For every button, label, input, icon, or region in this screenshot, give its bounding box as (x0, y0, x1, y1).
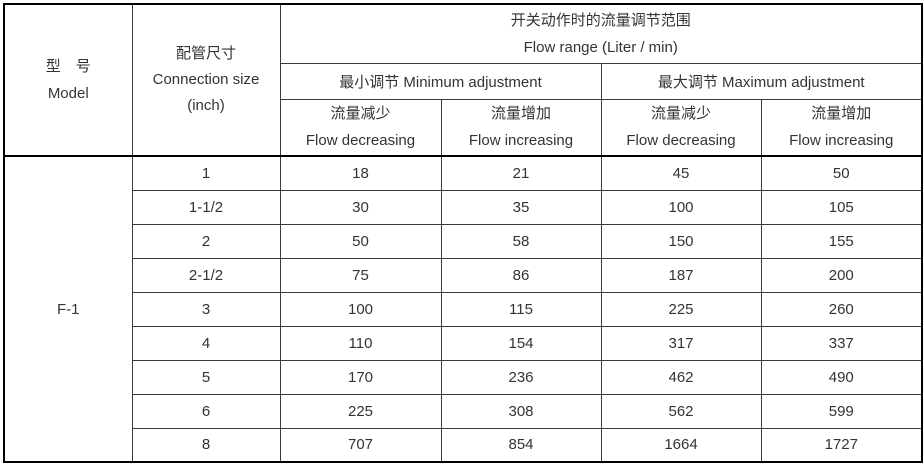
cell-max-flow-increasing: 490 (760, 359, 923, 395)
flow-range-table: 型 号 Model 配管尺寸 Connection size (inch) 开关… (3, 3, 924, 463)
flow-range-group-header: 开关动作时的流量调节范围 Flow range (Liter / min) (279, 3, 923, 64)
cell-max-flow-decreasing: 150 (600, 223, 762, 259)
flow-range-header-zh: 开关动作时的流量调节范围 (510, 11, 691, 29)
connection-size-column-header: 配管尺寸 Connection size (inch) (131, 3, 281, 157)
cell-min-flow-increasing: 308 (440, 393, 602, 429)
table-row: F-1 1 18 21 45 50 (3, 155, 923, 463)
cell-min-flow-increasing: 86 (440, 257, 602, 293)
model-header-zh: 型 号 (45, 58, 91, 75)
cell-max-flow-decreasing: 100 (600, 189, 762, 225)
flow-range-header-en: Flow range (Liter / min) (523, 38, 678, 56)
cell-max-flow-increasing: 1727 (760, 427, 923, 463)
cell-max-flow-increasing: 50 (760, 155, 923, 191)
max-decreasing-en: Flow decreasing (626, 132, 736, 150)
max-flow-decreasing-header: 流量减少 Flow decreasing (600, 98, 762, 157)
cell-min-flow-increasing: 236 (440, 359, 602, 395)
min-flow-decreasing-header: 流量减少 Flow decreasing (279, 98, 442, 157)
cell-connection-size: 5 (131, 359, 281, 395)
cell-max-flow-decreasing: 187 (600, 257, 762, 293)
cell-min-flow-decreasing: 170 (279, 359, 442, 395)
cell-min-flow-decreasing: 707 (279, 427, 442, 463)
cell-min-flow-increasing: 854 (440, 427, 602, 463)
minimum-adjustment-header: 最小调节 Minimum adjustment (279, 62, 602, 100)
cell-max-flow-increasing: 155 (760, 223, 923, 259)
cell-min-flow-increasing: 58 (440, 223, 602, 259)
cell-min-flow-increasing: 35 (440, 189, 602, 225)
cell-min-flow-increasing: 154 (440, 325, 602, 361)
cell-max-flow-decreasing: 225 (600, 291, 762, 327)
cell-connection-size: 1-1/2 (131, 189, 281, 225)
model-value-cell: F-1 (3, 155, 133, 463)
cell-max-flow-decreasing: 1664 (600, 427, 762, 463)
cell-min-flow-decreasing: 75 (279, 257, 442, 293)
table-row: 2-1/2 75 86 187 200 (4, 257, 923, 293)
connection-header-zh: 配管尺寸 (175, 45, 236, 62)
connection-header-en: Connection size (152, 71, 260, 88)
cell-max-flow-increasing: 599 (760, 393, 923, 429)
table-row: 4 110 154 317 337 (4, 325, 923, 361)
cell-min-flow-decreasing: 100 (279, 291, 442, 327)
cell-min-flow-decreasing: 225 (279, 393, 442, 429)
cell-connection-size: 3 (131, 291, 281, 327)
cell-connection-size: 8 (131, 427, 281, 463)
cell-min-flow-decreasing: 110 (279, 325, 442, 361)
cell-min-flow-increasing: 21 (440, 155, 602, 191)
min-increasing-en: Flow increasing (468, 132, 574, 150)
cell-max-flow-decreasing: 45 (600, 155, 762, 191)
header-row-3: 流量减少 Flow decreasing 流量增加 Flow increasin… (4, 98, 923, 157)
maximum-adjustment-header: 最大调节 Maximum adjustment (600, 62, 923, 100)
table-row: 5 170 236 462 490 (4, 359, 923, 395)
cell-max-flow-increasing: 260 (760, 291, 923, 327)
max-flow-increasing-header: 流量增加 Flow increasing (760, 98, 923, 157)
cell-min-flow-increasing: 115 (440, 291, 602, 327)
cell-connection-size: 6 (131, 393, 281, 429)
min-decreasing-zh: 流量减少 (330, 105, 391, 123)
max-decreasing-zh: 流量减少 (650, 105, 711, 123)
cell-connection-size: 2 (131, 223, 281, 259)
min-increasing-zh: 流量增加 (490, 105, 551, 123)
cell-connection-size: 1 (131, 155, 281, 191)
cell-connection-size: 2-1/2 (131, 257, 281, 293)
cell-max-flow-increasing: 105 (760, 189, 923, 225)
header-row-2: 最小调节 Minimum adjustment 最大调节 Maximum adj… (4, 62, 923, 100)
table-row: 8 707 854 1664 1727 (4, 427, 923, 463)
model-header-en: Model (47, 85, 89, 102)
cell-max-flow-decreasing: 462 (600, 359, 762, 395)
cell-max-flow-decreasing: 562 (600, 393, 762, 429)
table-row: 3 100 115 225 260 (4, 291, 923, 327)
table-row: 1-1/2 30 35 100 105 (4, 189, 923, 225)
min-flow-increasing-header: 流量增加 Flow increasing (440, 98, 602, 157)
connection-header-unit: (inch) (187, 97, 225, 114)
cell-max-flow-increasing: 200 (760, 257, 923, 293)
min-decreasing-en: Flow decreasing (305, 132, 416, 150)
cell-min-flow-decreasing: 18 (279, 155, 442, 191)
cell-min-flow-decreasing: 30 (279, 189, 442, 225)
model-column-header: 型 号 Model (3, 3, 133, 157)
max-increasing-en: Flow increasing (789, 132, 894, 150)
table-row: 2 50 58 150 155 (4, 223, 923, 259)
max-increasing-zh: 流量增加 (811, 105, 872, 123)
header-row-1: 型 号 Model 配管尺寸 Connection size (inch) 开关… (3, 3, 923, 157)
table-row: 6 225 308 562 599 (4, 393, 923, 429)
cell-max-flow-decreasing: 317 (600, 325, 762, 361)
cell-max-flow-increasing: 337 (760, 325, 923, 361)
cell-connection-size: 4 (131, 325, 281, 361)
cell-min-flow-decreasing: 50 (279, 223, 442, 259)
